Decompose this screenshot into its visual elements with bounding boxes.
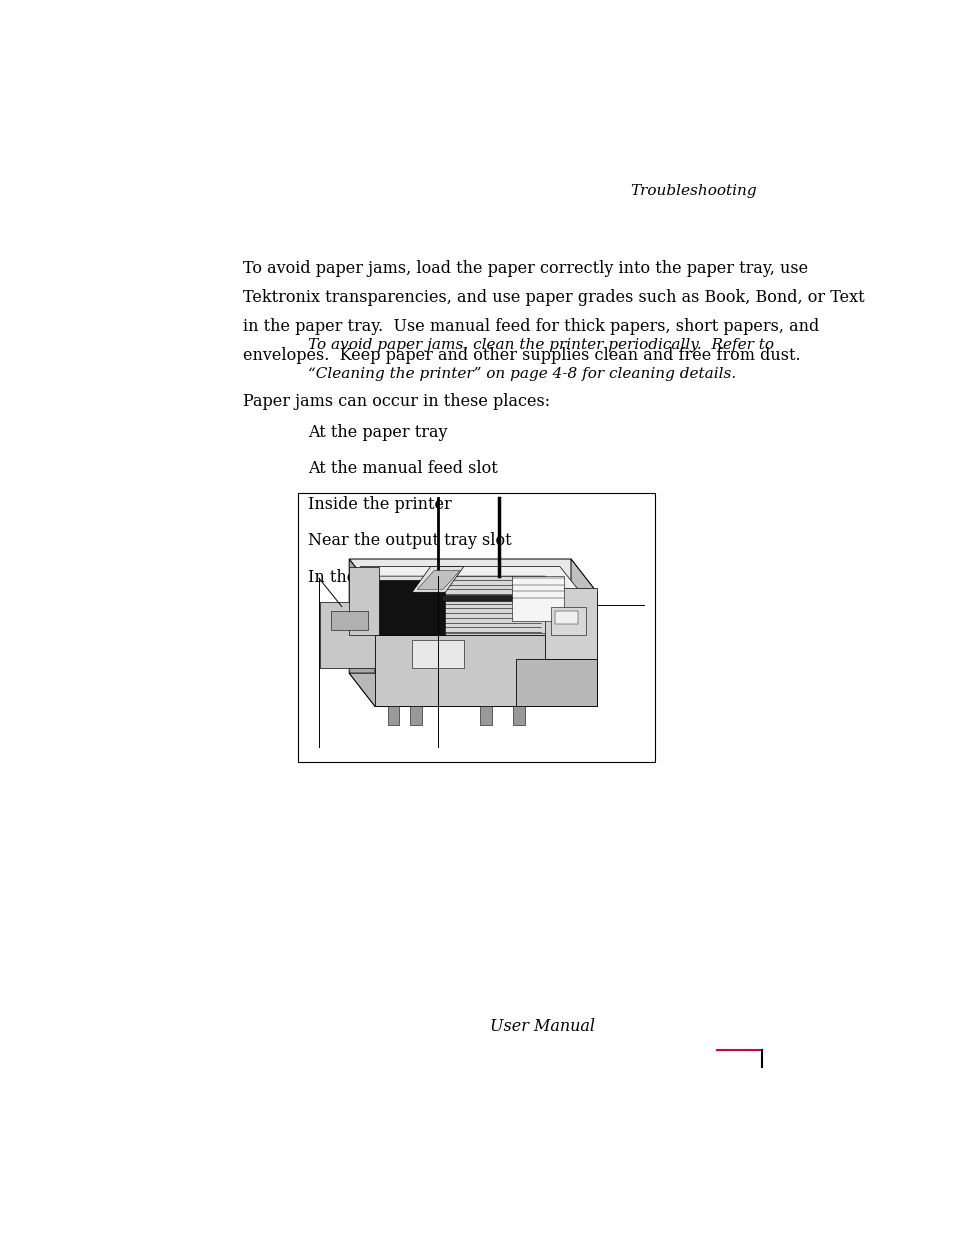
Polygon shape [331,611,367,630]
Text: Near the output tray slot: Near the output tray slot [308,532,511,550]
Polygon shape [445,576,544,634]
Bar [410,706,421,725]
Polygon shape [544,588,597,658]
Text: envelopes.  Keep paper and other supplies clean and free from dust.: envelopes. Keep paper and other supplies… [243,347,801,364]
Polygon shape [441,595,541,601]
Text: “Cleaning the printer” on page 4-8 for cleaning details.: “Cleaning the printer” on page 4-8 for c… [308,367,736,380]
Text: Paper jams can occur in these places:: Paper jams can occur in these places: [243,393,550,410]
Bar [387,706,399,725]
Text: in the paper tray.  Use manual feed for thick papers, short papers, and: in the paper tray. Use manual feed for t… [243,319,819,335]
Text: At the manual feed slot: At the manual feed slot [308,461,497,477]
Polygon shape [319,601,375,668]
Polygon shape [412,640,463,668]
Polygon shape [375,593,597,706]
Text: To avoid paper jams, load the paper correctly into the paper tray, use: To avoid paper jams, load the paper corr… [243,261,808,278]
Text: In the rear of the printer: In the rear of the printer [308,568,510,585]
Polygon shape [554,611,578,624]
Text: Inside the printer: Inside the printer [308,496,451,514]
Bar [513,706,524,725]
Polygon shape [412,567,463,593]
Polygon shape [551,606,585,635]
Bar [298,494,655,762]
Text: Tektronix transparencies, and use paper grades such as Book, Bond, or Text: Tektronix transparencies, and use paper … [243,289,864,306]
Text: Troubleshooting: Troubleshooting [629,184,756,199]
Polygon shape [349,567,378,635]
Polygon shape [378,580,445,635]
Text: To avoid paper jams, clean the printer periodically.  Refer to: To avoid paper jams, clean the printer p… [308,338,773,352]
Polygon shape [512,576,563,621]
Polygon shape [515,658,597,706]
Text: User Manual: User Manual [489,1019,594,1035]
Polygon shape [349,673,597,706]
Polygon shape [349,559,375,706]
Polygon shape [571,559,597,706]
Polygon shape [375,576,571,609]
Text: At the paper tray: At the paper tray [308,424,447,441]
Bar [479,706,492,725]
Polygon shape [349,559,597,593]
Polygon shape [375,635,544,706]
Polygon shape [416,571,459,589]
Polygon shape [360,567,585,599]
